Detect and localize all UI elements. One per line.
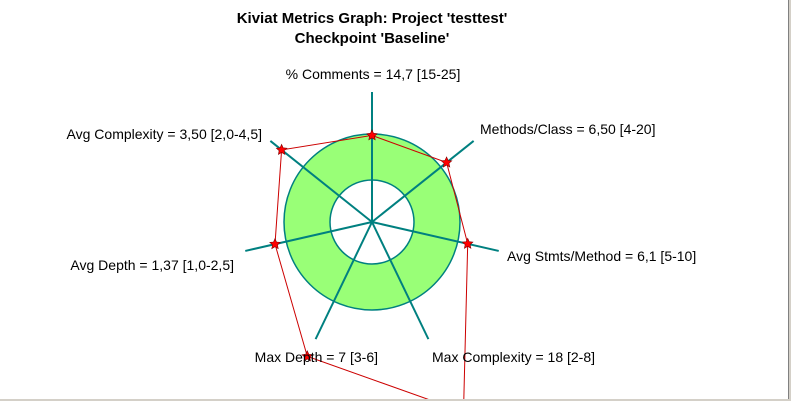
data-marker-0 bbox=[366, 129, 378, 141]
axis-label-methods-class: Methods/Class = 6,50 [4-20] bbox=[480, 121, 656, 137]
data-marker-2 bbox=[461, 237, 474, 249]
spoke-6 bbox=[269, 140, 373, 223]
window-frame-bottom bbox=[0, 399, 791, 401]
data-marker-4 bbox=[301, 350, 314, 362]
spoke-5 bbox=[245, 221, 373, 252]
spoke-4 bbox=[314, 221, 373, 340]
axis-label-avg-depth: Avg Depth = 1,37 [1,0-2,5] bbox=[70, 257, 234, 273]
spoke-3 bbox=[371, 221, 430, 340]
chart-subtitle: Checkpoint 'Baseline' bbox=[295, 30, 450, 47]
spoke-2 bbox=[371, 221, 499, 252]
data-marker-6 bbox=[275, 143, 288, 155]
data-polygon bbox=[274, 134, 469, 401]
window-frame-edge bbox=[788, 0, 791, 401]
plot-area bbox=[245, 92, 499, 401]
axis-label-max-depth: Max Depth = 7 [3-6] bbox=[255, 349, 378, 365]
axis-label-avg-stmts-method: Avg Stmts/Method = 6,1 [5-10] bbox=[507, 248, 696, 264]
axis-label-comments: % Comments = 14,7 [15-25] bbox=[286, 66, 461, 82]
data-marker-5 bbox=[269, 237, 281, 250]
spoke-1 bbox=[371, 140, 475, 223]
axis-label-avg-complexity: Avg Complexity = 3,50 [2,0-4,5] bbox=[67, 126, 262, 142]
axis-label-max-complexity: Max Complexity = 18 [2-8] bbox=[432, 349, 595, 365]
chart-title: Kiviat Metrics Graph: Project 'testtest' bbox=[237, 10, 508, 27]
data-marker-1 bbox=[440, 156, 453, 168]
